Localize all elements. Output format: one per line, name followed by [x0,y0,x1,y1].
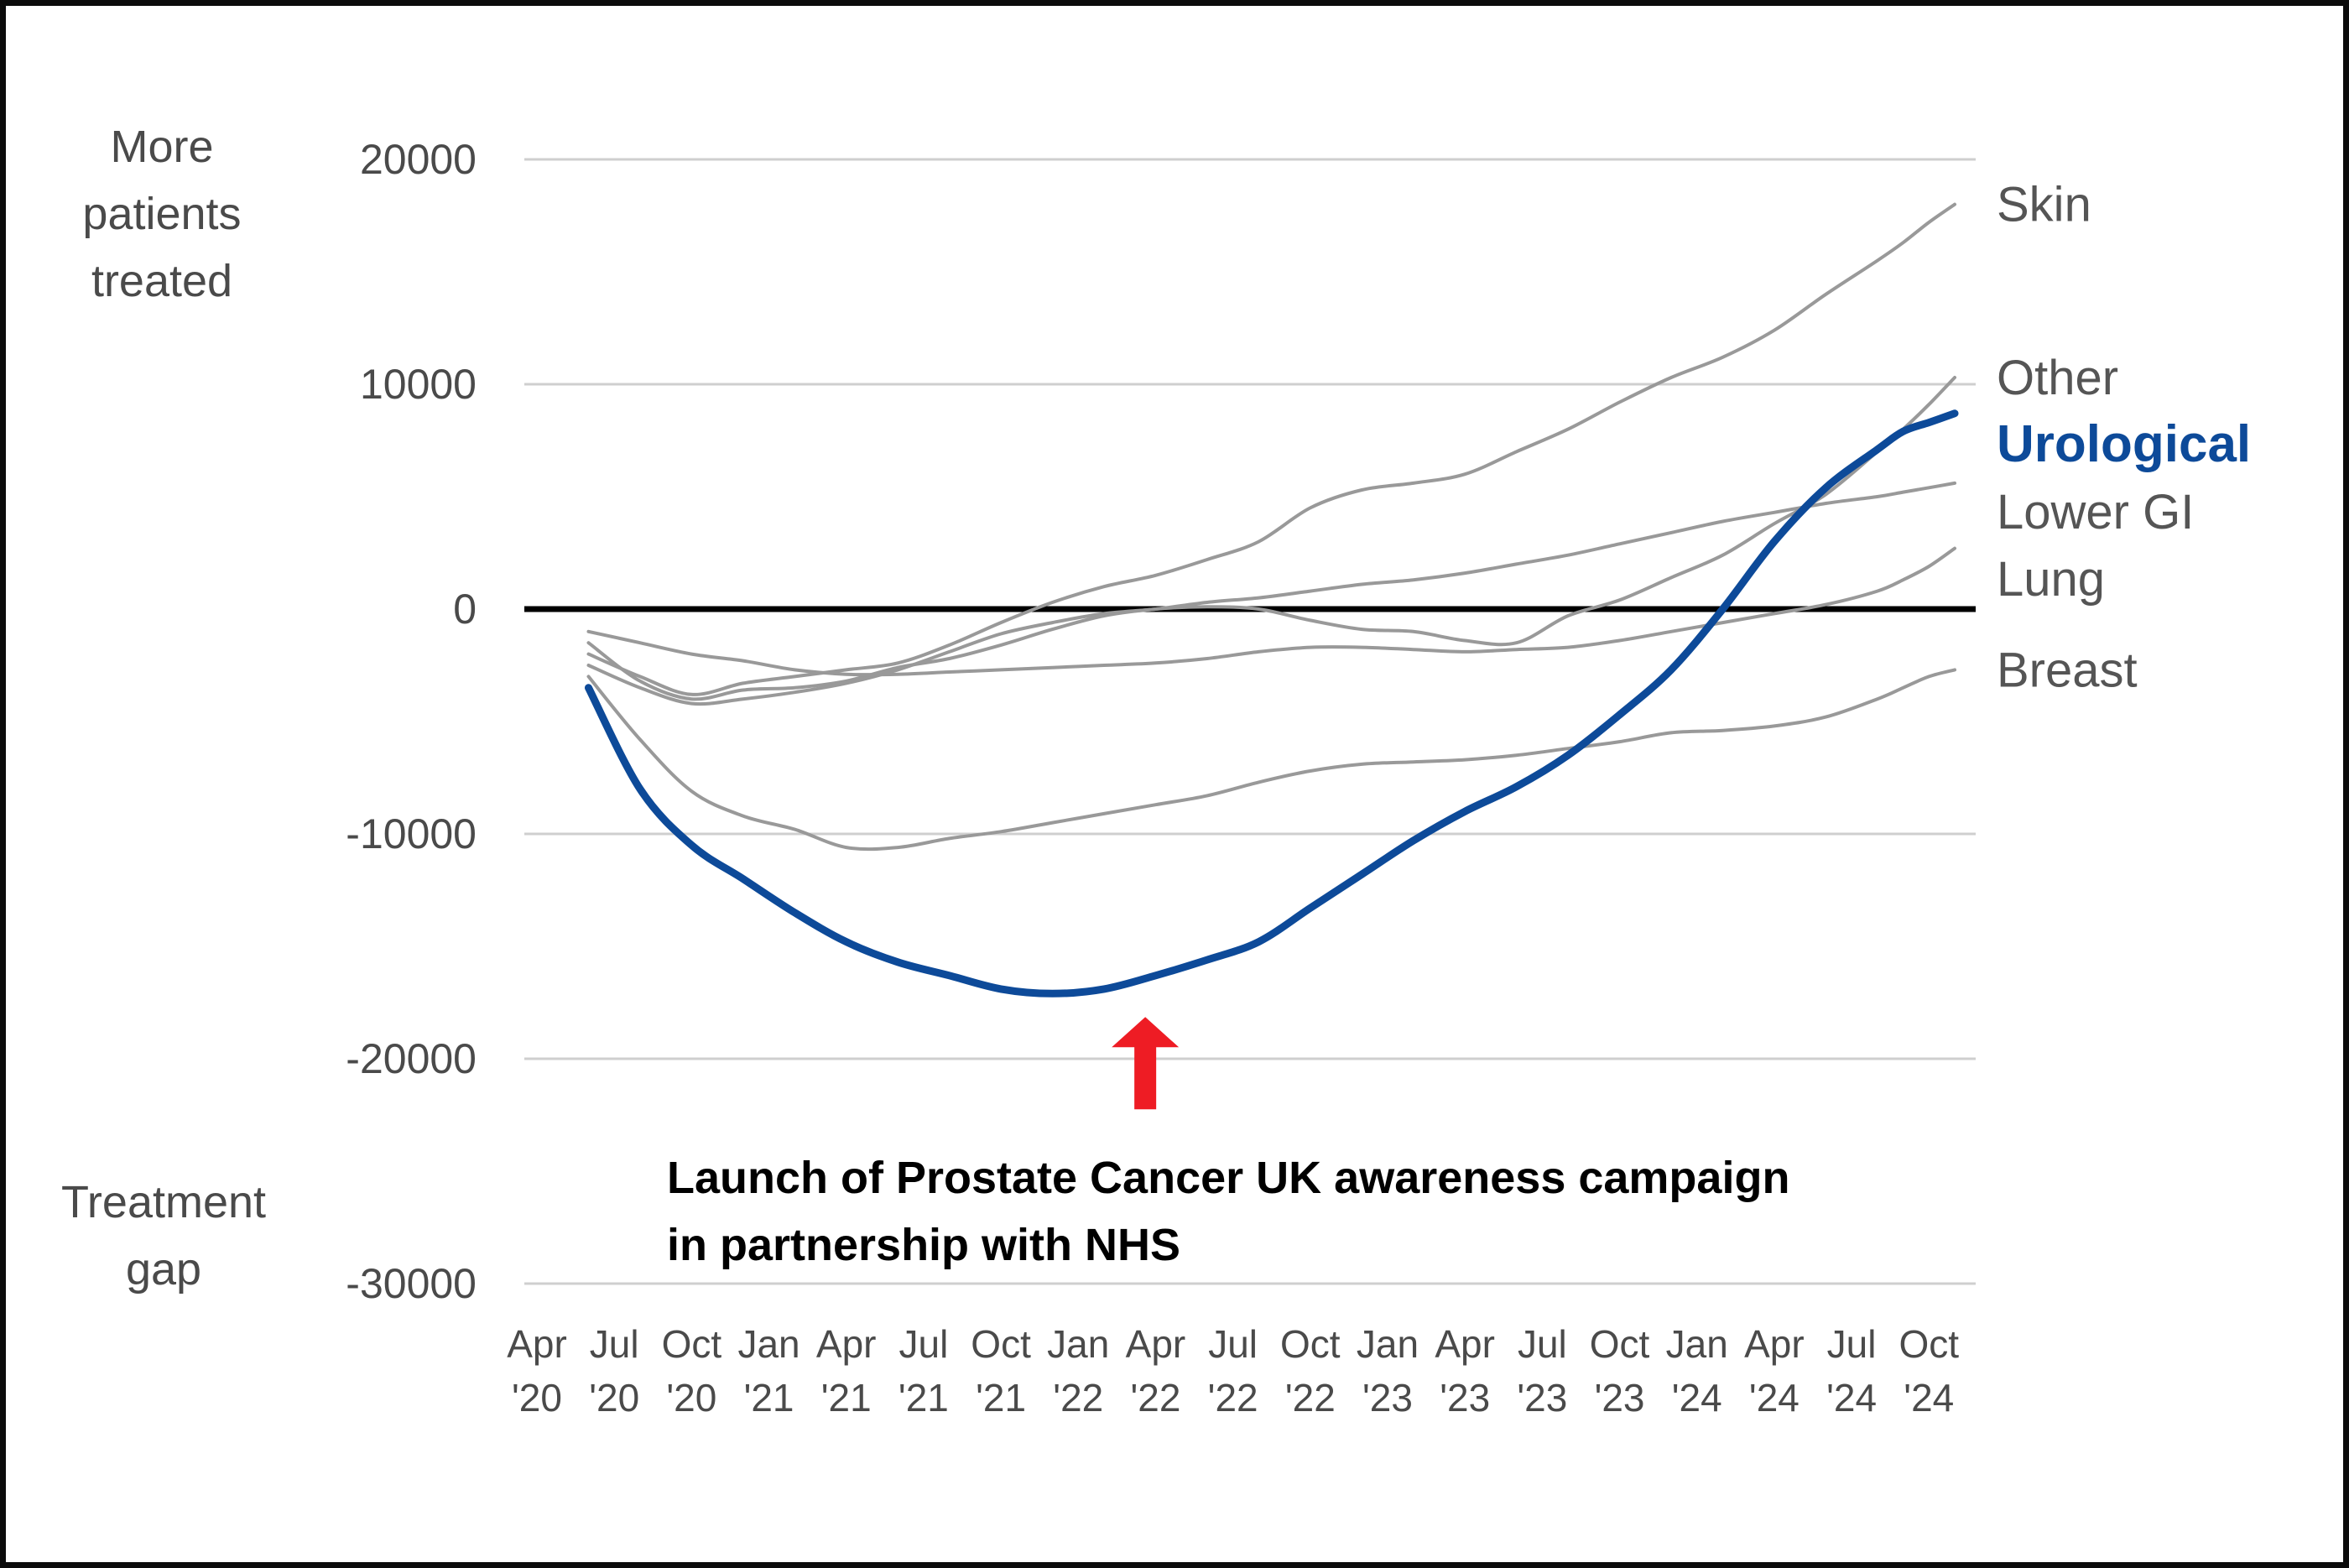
x-tick-label: Oct '20 [662,1322,722,1420]
y-axis-label-top-line-3: treated [91,256,232,306]
y-axis-label-bottom-line-1: Treatment [61,1177,266,1227]
x-tick-label: Apr '24 [1744,1322,1805,1420]
x-tick-year: '23 [1517,1376,1567,1420]
x-tick-label: Jul '20 [589,1322,639,1420]
y-axis-label-top: More patients treated [82,122,241,306]
x-tick-label: Apr '20 [507,1322,567,1420]
x-tick-month: Jan [1357,1322,1419,1366]
y-tick-label: -10000 [346,810,477,857]
x-tick-month: Jul [899,1322,949,1366]
y-tick-label: -20000 [346,1035,477,1082]
x-tick-year: '24 [1749,1376,1800,1420]
x-tick-month: Oct [1590,1322,1650,1366]
series-line-urological [585,409,1959,998]
x-tick-label: Jan '24 [1666,1322,1728,1420]
x-tick-year: '24 [1826,1376,1877,1420]
x-tick-label: Jul '21 [898,1322,949,1420]
x-tick-month: Oct [662,1322,722,1366]
x-tick-month: Apr [507,1322,567,1366]
x-tick-month: Jul [590,1322,639,1366]
x-tick-month: Apr [816,1322,877,1366]
x-tick-month: Apr [1744,1322,1805,1366]
y-axis-ticks: 20000 10000 0 -10000 -20000 -30000 [346,136,477,1307]
x-tick-year: '21 [744,1376,794,1420]
x-tick-year: '23 [1440,1376,1490,1420]
series-label-other: Other [1997,351,2118,405]
y-axis-label-top-line-1: More [110,122,213,172]
y-tick-label: 0 [453,586,477,633]
x-tick-year: '21 [821,1376,872,1420]
series-label-lower-gi: Lower GI [1997,485,2194,539]
x-tick-year: '20 [666,1376,716,1420]
x-tick-year: '22 [1285,1376,1336,1420]
series-layer [585,202,1959,998]
series-line-breast [586,668,1956,852]
x-tick-year: '24 [1904,1376,1954,1420]
x-tick-month: Jul [1518,1322,1567,1366]
y-tick-label: 10000 [360,361,477,408]
series-label-skin: Skin [1997,178,2091,232]
x-tick-month: Apr [1126,1322,1186,1366]
x-axis-ticks: Apr '20 Jul '20 Oct '20 Jan '21 Apr '21 Jul '21 Oct '… [507,1322,1959,1420]
x-tick-label: Jan '23 [1357,1322,1419,1420]
y-axis-label-bottom: Treatment gap [61,1177,266,1295]
x-tick-month: Oct [1280,1322,1341,1366]
y-axis-label-top-line-2: patients [82,189,241,239]
x-tick-label: Jan '21 [737,1322,799,1420]
x-tick-month: Apr [1435,1322,1495,1366]
annotation-line-2: in partnership with NHS [667,1220,1180,1270]
x-tick-month: Oct [971,1322,1031,1366]
x-tick-label: Oct '24 [1898,1322,1959,1420]
series-line-lower-gi [586,481,1956,706]
x-tick-label: Jul '22 [1208,1322,1258,1420]
x-tick-month: Oct [1898,1322,1959,1366]
series-labels: Skin Other Urological Lower GI Lung Breast [1997,178,2251,698]
x-tick-label: Jul '23 [1517,1322,1567,1420]
x-tick-year: '24 [1672,1376,1722,1420]
series-label-urological: Urological [1997,415,2251,473]
series-line-skin [586,202,1956,696]
x-tick-label: Oct '22 [1280,1322,1341,1420]
x-tick-year: '23 [1595,1376,1645,1420]
x-tick-year: '20 [589,1376,639,1420]
series-label-lung: Lung [1997,552,2105,607]
x-tick-year: '23 [1362,1376,1413,1420]
x-tick-label: Oct '23 [1590,1322,1650,1420]
x-tick-label: Apr '23 [1435,1322,1495,1420]
x-tick-year: '22 [1053,1376,1103,1420]
annotation-line-1: Launch of Prostate Cancer UK awareness c… [667,1153,1789,1203]
series-line-other [586,376,1956,701]
y-tick-label: -30000 [346,1260,477,1307]
x-tick-year: '21 [898,1376,949,1420]
x-tick-month: Jan [737,1322,799,1366]
x-tick-year: '21 [976,1376,1026,1420]
campaign-annotation: Launch of Prostate Cancer UK awareness c… [667,1017,1789,1270]
series-line-lung [586,546,1956,677]
y-tick-label: 20000 [360,136,477,183]
y-axis-label-bottom-line-2: gap [126,1244,201,1295]
x-tick-label: Jul '24 [1826,1322,1877,1420]
x-tick-year: '20 [512,1376,562,1420]
x-tick-label: Apr '21 [816,1322,877,1420]
grid-layer [524,158,1976,1285]
x-tick-label: Jan '22 [1047,1322,1109,1420]
red-arrow-icon [1112,1017,1180,1110]
x-tick-label: Oct '21 [971,1322,1031,1420]
x-tick-year: '22 [1208,1376,1258,1420]
x-tick-month: Jul [1827,1322,1877,1366]
x-tick-label: Apr '22 [1126,1322,1186,1420]
x-tick-month: Jan [1666,1322,1728,1366]
series-label-breast: Breast [1997,643,2138,697]
x-tick-month: Jan [1047,1322,1109,1366]
x-tick-year: '22 [1130,1376,1180,1420]
x-tick-month: Jul [1208,1322,1258,1366]
